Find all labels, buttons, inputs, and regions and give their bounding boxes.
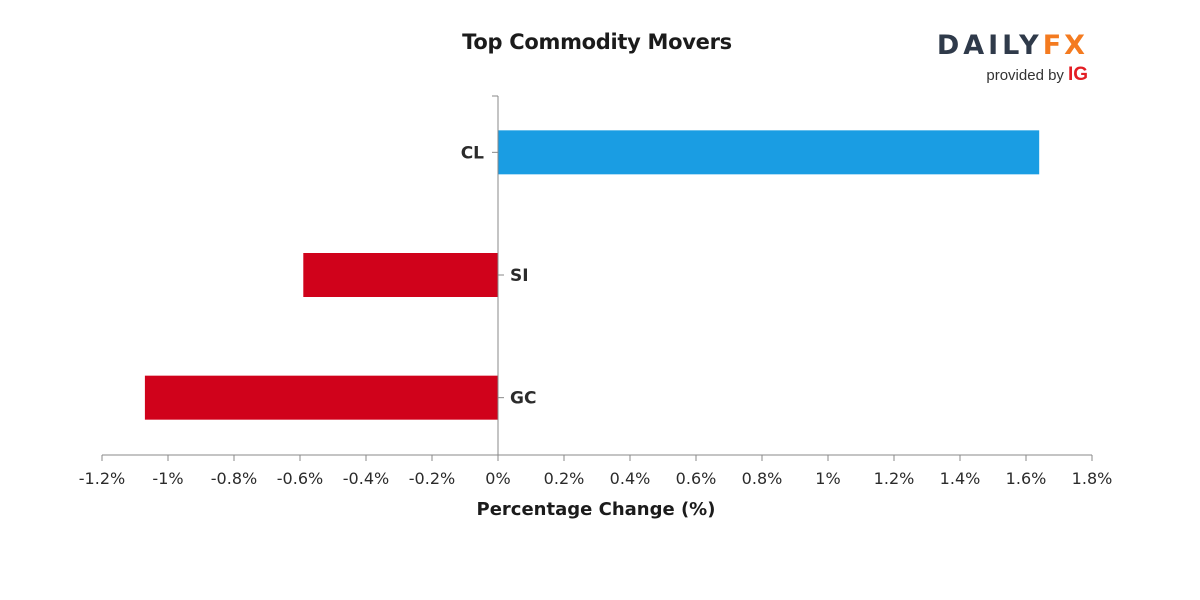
- logo-wordmark: DAILYFX: [937, 30, 1088, 61]
- dailyfx-logo[interactable]: DAILYFX provided by IG: [928, 30, 1088, 86]
- logo-provided-by: provided by IG: [986, 64, 1088, 86]
- x-tick-label: 0.8%: [742, 469, 783, 488]
- category-labels-group: CL SI GC: [461, 143, 537, 408]
- ig-logo-icon: IG: [1067, 64, 1088, 85]
- category-label-si: SI: [510, 266, 529, 286]
- logo-provided-by-text: provided by: [986, 67, 1064, 84]
- bar-si: [303, 253, 498, 297]
- axes-group: -1.2% -1% -0.8% -0.6% -0.4% -0.2% 0% 0.2% 0.4% 0.…: [79, 95, 1113, 488]
- logo-daily-text: DAILY: [936, 30, 1043, 61]
- x-tick-label: 0.4%: [610, 469, 651, 488]
- x-axis-label: Percentage Change (%): [477, 499, 716, 520]
- x-tick-label: -0.2%: [409, 469, 455, 488]
- x-tick-label: 1.6%: [1006, 469, 1047, 488]
- x-tick-label: 1.8%: [1072, 469, 1113, 488]
- x-tick-label: 1%: [815, 469, 840, 488]
- bars-group: [144, 130, 1040, 420]
- x-tick-label: -1.2%: [79, 469, 125, 488]
- bar-cl: [498, 130, 1040, 175]
- category-label-gc: GC: [510, 389, 536, 409]
- logo-fx-text: FX: [1042, 30, 1088, 61]
- x-tick-label: 0.6%: [676, 469, 717, 488]
- x-tick-label: -0.8%: [211, 469, 257, 488]
- x-tick-label: -0.6%: [277, 469, 323, 488]
- x-tick-label: 1.4%: [940, 469, 981, 488]
- x-tick-label: -0.4%: [343, 469, 389, 488]
- x-tick-label: 0%: [485, 469, 510, 488]
- x-tick-label: 1.2%: [874, 469, 915, 488]
- x-tick-label: -1%: [152, 469, 183, 488]
- x-tick-label: 0.2%: [544, 469, 585, 488]
- chart-title: Top Commodity Movers: [462, 30, 732, 54]
- bar-gc: [144, 375, 498, 420]
- category-label-cl: CL: [461, 143, 484, 163]
